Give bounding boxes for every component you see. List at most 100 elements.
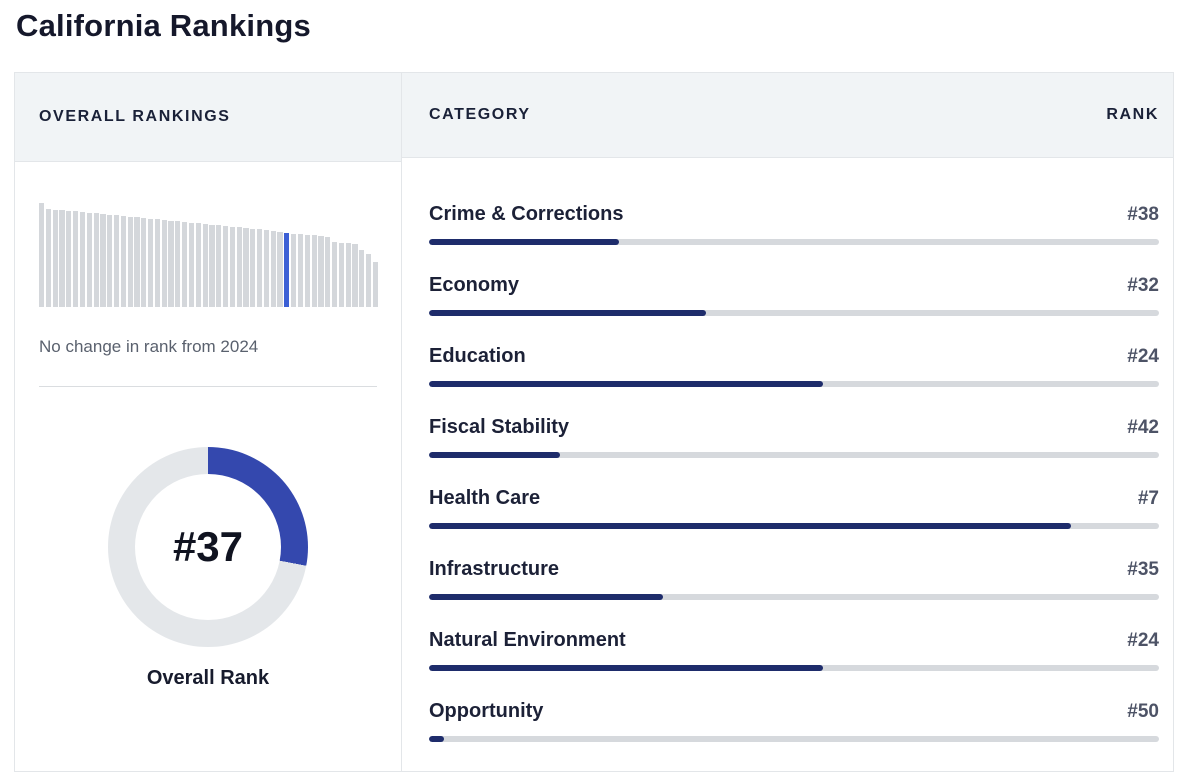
state-bar: [311, 235, 317, 307]
category-label: Economy: [429, 274, 520, 296]
category-rank: #42: [1127, 417, 1159, 438]
category-rank: #24: [1127, 346, 1159, 367]
overall-rank-label: Overall Rank: [146, 667, 270, 689]
state-bar: [182, 222, 188, 307]
state-bar: [120, 216, 126, 307]
category-label: Natural Environment: [429, 629, 626, 651]
rank-trend-caption: No change in rank from 2024: [39, 337, 259, 356]
overall-rank-value: #37: [172, 523, 244, 570]
category-rank: #35: [1127, 559, 1159, 580]
state-bar: [325, 237, 331, 307]
state-bar: [141, 218, 147, 307]
state-bar: [154, 219, 161, 307]
category-label: Health Care: [429, 487, 541, 509]
state-bar: [73, 211, 79, 307]
state-bar: [304, 235, 310, 307]
state-bar: [100, 214, 106, 307]
state-bar: [277, 232, 283, 307]
state-bar: [257, 229, 263, 307]
state-bar: [45, 209, 52, 307]
category-rank-bar-track: [429, 523, 1159, 529]
category-table-header: CATEGORY RANK: [402, 73, 1173, 158]
category-list: Crime & Corrections #38 Economy #32: [402, 158, 1173, 771]
rank-column-header: RANK: [1106, 106, 1159, 123]
category-rank-bar-track: [429, 665, 1159, 671]
category-label: Opportunity: [429, 700, 544, 722]
state-bar: [216, 225, 222, 307]
state-bar: [86, 213, 92, 307]
overall-rankings-body: No change in rank from 2024 #37 Overall …: [15, 162, 401, 690]
category-rank: #38: [1127, 204, 1159, 225]
state-bar: [195, 223, 201, 307]
state-bar: [366, 254, 372, 307]
state-bar: [148, 219, 154, 307]
state-bar: [79, 212, 86, 307]
category-row: Health Care #7: [429, 487, 1159, 529]
overall-rankings-header: OVERALL RANKINGS: [15, 73, 401, 162]
state-bar: [127, 217, 133, 307]
left-column-divider: [39, 386, 377, 387]
page-title: California Rankings: [16, 8, 311, 43]
state-bar: [93, 213, 99, 307]
state-bar: [52, 210, 58, 307]
state-bar: [318, 236, 324, 307]
category-rank-bar-fill: [429, 310, 707, 316]
category-rank: #50: [1127, 701, 1159, 722]
state-bar: [134, 217, 140, 307]
state-bar: [263, 230, 270, 307]
category-rank-bar-fill: [429, 381, 824, 387]
state-bar: [66, 211, 72, 307]
state-bar: [113, 215, 120, 307]
state-bar: [243, 228, 249, 307]
category-rank-bar-fill: [429, 736, 444, 742]
category-rank-bar-track: [429, 594, 1159, 600]
state-bar: [291, 234, 297, 307]
state-bar: [59, 210, 65, 307]
overall-rank-gauge: #37 Overall Rank: [39, 447, 377, 690]
rankings-panel: OVERALL RANKINGS No change in rank from …: [14, 72, 1174, 772]
category-rank-bar-track: [429, 381, 1159, 387]
state-bar: [209, 225, 215, 307]
overall-rank-donut: #37: [108, 447, 308, 647]
category-rank-bar-fill: [429, 665, 824, 671]
state-bar: [297, 234, 304, 307]
category-rank-bar-track: [429, 736, 1159, 742]
state-bar: [39, 203, 45, 307]
category-rank: #32: [1127, 275, 1159, 296]
category-rankings-column: CATEGORY RANK Crime & Corrections #38 Ec…: [402, 73, 1173, 771]
category-rank-bar-fill: [429, 594, 663, 600]
category-label: Infrastructure: [429, 558, 560, 580]
category-rank: #24: [1127, 630, 1159, 651]
category-column-header: CATEGORY: [429, 106, 531, 123]
state-bar: [359, 250, 365, 307]
category-row: Fiscal Stability #42: [429, 416, 1159, 458]
state-bar: [250, 229, 256, 307]
overall-rank-donut-hole: #37: [135, 474, 281, 620]
state-bar: [352, 244, 358, 307]
state-bar: [338, 243, 344, 307]
category-row: Natural Environment #24: [429, 629, 1159, 671]
overall-distribution-chart: [39, 203, 379, 307]
category-row: Education #24: [429, 345, 1159, 387]
category-row: Opportunity #50: [429, 700, 1159, 742]
category-rank-bar-track: [429, 239, 1159, 245]
state-bar: [107, 215, 113, 307]
category-rank-bar-fill: [429, 523, 1072, 529]
state-bar: [175, 221, 181, 307]
state-bar: [188, 223, 195, 307]
category-row: Infrastructure #35: [429, 558, 1159, 600]
category-row: Economy #32: [429, 274, 1159, 316]
category-rank-bar-track: [429, 310, 1159, 316]
state-bar: [222, 226, 229, 307]
category-row: Crime & Corrections #38: [429, 203, 1159, 245]
state-bar: [202, 224, 208, 307]
overall-rankings-header-label: OVERALL RANKINGS: [39, 108, 231, 125]
category-label: Education: [429, 345, 526, 367]
state-bar: [345, 243, 351, 307]
category-rank-bar-track: [429, 452, 1159, 458]
state-bar: [372, 262, 379, 307]
overall-rankings-column: OVERALL RANKINGS No change in rank from …: [15, 73, 402, 771]
state-bar-highlighted: [284, 233, 290, 307]
state-bar: [168, 221, 174, 307]
category-rank: #7: [1137, 488, 1159, 509]
